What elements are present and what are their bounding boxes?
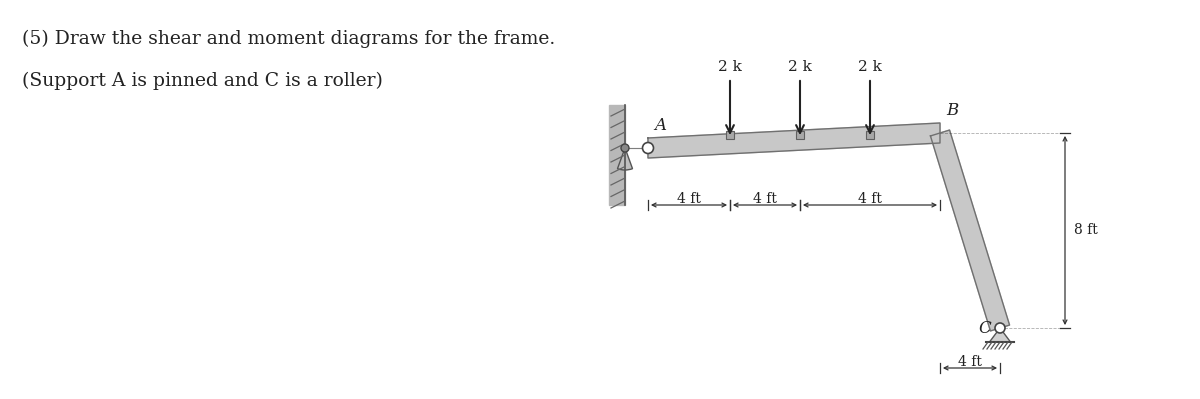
Polygon shape xyxy=(930,130,1009,331)
Text: 4 ft: 4 ft xyxy=(677,192,701,206)
Bar xyxy=(866,131,874,139)
Text: A: A xyxy=(654,117,666,134)
Text: 4 ft: 4 ft xyxy=(958,355,982,369)
Text: (Support A is pinned and C is a roller): (Support A is pinned and C is a roller) xyxy=(22,72,383,90)
Polygon shape xyxy=(990,328,1010,342)
Text: 4 ft: 4 ft xyxy=(754,192,776,206)
Text: (5) Draw the shear and moment diagrams for the frame.: (5) Draw the shear and moment diagrams f… xyxy=(22,30,556,48)
Text: C: C xyxy=(978,320,991,337)
Bar xyxy=(796,131,804,139)
Circle shape xyxy=(642,142,654,154)
Text: 2 k: 2 k xyxy=(788,60,812,74)
Bar xyxy=(726,131,734,139)
Text: 8 ft: 8 ft xyxy=(1074,223,1098,237)
Text: 2 k: 2 k xyxy=(718,60,742,74)
Polygon shape xyxy=(648,123,940,158)
Text: 4 ft: 4 ft xyxy=(858,192,882,206)
Text: B: B xyxy=(946,102,959,119)
Text: 2 k: 2 k xyxy=(858,60,882,74)
Polygon shape xyxy=(610,105,625,205)
Circle shape xyxy=(995,323,1006,333)
Wedge shape xyxy=(618,148,632,170)
Circle shape xyxy=(622,144,629,152)
